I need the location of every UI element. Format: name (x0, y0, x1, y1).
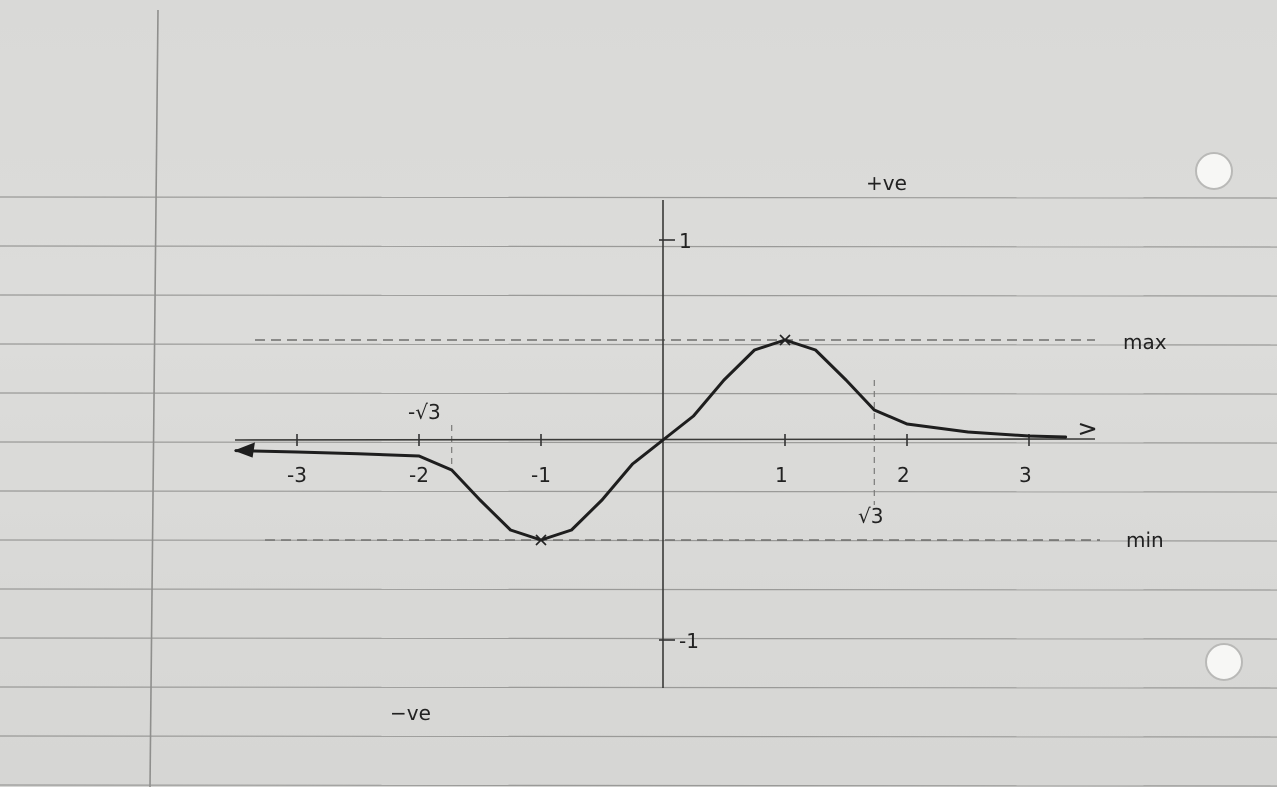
ruled-line-3 (0, 343, 1277, 346)
ruled-line-8 (0, 588, 1277, 591)
ruled-line-11 (0, 735, 1277, 738)
series-point-0-2 (356, 452, 360, 455)
ruled-line-10 (0, 686, 1277, 689)
annotation-sqrt3-neg: -√3 (408, 400, 441, 424)
ruled-line-0 (0, 196, 1277, 199)
series-point-0-5 (478, 498, 482, 502)
punch-hole-bottom (1205, 643, 1243, 681)
ruled-line-9 (0, 637, 1277, 640)
annotation-negative: −ve (390, 701, 431, 725)
series-point-0-20 (966, 430, 970, 434)
margin-line (149, 9, 159, 787)
series-point-0-10 (631, 462, 634, 466)
ticks: -3 -2 -1 1 2 3 1 -1 (287, 229, 1032, 653)
ruled-line-4 (0, 392, 1277, 395)
ruled-line-5 (0, 441, 1277, 444)
x-axis-arrow-right (1079, 423, 1096, 435)
axes (234, 200, 1096, 688)
max-marker (779, 334, 791, 346)
series-point-0-9 (600, 498, 604, 502)
annotation-positive: +ve (866, 171, 907, 195)
ruled-line-2 (0, 294, 1277, 297)
x-tick-label-2: -1 (531, 463, 551, 487)
series-point-0-3 (417, 454, 421, 458)
y-tick-label-0: 1 (679, 229, 692, 253)
series-point-0-11 (661, 438, 665, 442)
series-point-0-0 (234, 449, 238, 452)
series-point-0-17 (844, 378, 848, 382)
series-point-0-13 (722, 378, 726, 382)
series-point-0-8 (570, 528, 573, 532)
series-point-0-16 (814, 348, 817, 352)
ruled-lines (0, 196, 1277, 787)
annotation-sqrt3-pos: √3 (858, 504, 883, 528)
punch-hole-top (1195, 152, 1233, 190)
annotation-min: min (1126, 528, 1164, 552)
ruled-line-6 (0, 490, 1277, 493)
series-point-0-21 (1027, 434, 1031, 438)
series-point-0-18 (873, 408, 876, 412)
x-tick-label-1: -2 (409, 463, 429, 487)
series-point-0-1 (295, 450, 299, 454)
x-tick-label-3: 1 (775, 463, 788, 487)
series-point-0-14 (753, 348, 756, 352)
y-tick-label-1: -1 (679, 629, 699, 653)
ruled-line-1 (0, 245, 1277, 248)
x-tick-label-4: 2 (897, 463, 910, 487)
series-point-0-6 (509, 528, 512, 532)
annotation-max: max (1123, 330, 1167, 354)
series-point-0-4 (450, 468, 453, 472)
guide-lines (255, 339, 1100, 541)
series-point-0-19 (905, 422, 909, 426)
series-point-0-22 (1064, 435, 1067, 439)
series-arrow-left-0 (233, 442, 255, 458)
ruled-line-12 (0, 784, 1277, 787)
curve-group (233, 334, 1068, 546)
min-marker (535, 534, 547, 546)
x-tick-label-0: -3 (287, 463, 307, 487)
x-tick-label-5: 3 (1019, 463, 1032, 487)
series-point-0-12 (692, 414, 695, 418)
